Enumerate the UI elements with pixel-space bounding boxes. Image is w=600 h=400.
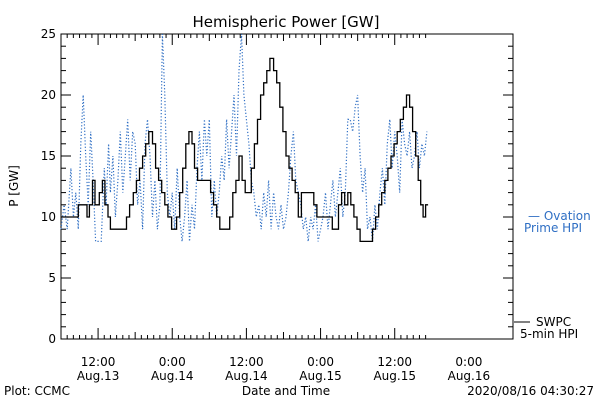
x-tick-time-label: 12:00 [229,355,264,369]
footer-timestamp: 2020/08/16 04:30:27 [467,384,594,398]
legend-swpc-line2: 5-min HPI [520,327,578,341]
y-axis-label: P [GW] [7,165,21,207]
x-tick-time-label: 12:00 [377,355,412,369]
y-tick-label: 0 [48,332,56,346]
legend-ovation-line1: — Ovation [528,209,591,223]
x-tick-date-label: Aug.13 [77,369,120,383]
plot-frame [60,33,514,340]
x-tick-date-label: Aug.15 [373,369,416,383]
y-tick-label: 5 [48,271,56,285]
footer-plot-credit: Plot: CCMC [4,384,70,398]
y-tick-label: 10 [41,210,56,224]
y-tick-label: 25 [41,27,56,41]
series-swpc-5min-hpi [61,57,429,243]
x-axis-label: Date and Time [242,384,330,398]
x-tick-date-label: Aug.14 [225,369,268,383]
x-tick-time-label: 12:00 [81,355,116,369]
chart-title: Hemispheric Power [GW] [193,13,380,31]
x-tick-date-label: Aug.16 [448,369,491,383]
y-tick-label: 20 [41,88,56,102]
x-tick-date-label: Aug.15 [299,369,342,383]
x-axis: 12:00Aug.130:00Aug.1412:00Aug.140:00Aug.… [60,34,491,383]
series-layer [60,33,429,243]
y-tick-label: 15 [41,149,56,163]
x-tick-time-label: 0:00 [159,355,186,369]
y-axis: 0 5 10 15 20 25 [41,27,513,346]
legend-ovation: — Ovation Prime HPI [524,209,591,235]
legend-swpc-line1: SWPC [536,315,571,329]
series-ovation-prime-hpi [60,33,428,242]
x-tick-time-label: 0:00 [307,355,334,369]
legend-swpc: SWPC 5-min HPI [514,315,578,341]
x-tick-time-label: 0:00 [455,355,482,369]
legend-ovation-line2: Prime HPI [524,221,582,235]
x-tick-date-label: Aug.14 [151,369,194,383]
